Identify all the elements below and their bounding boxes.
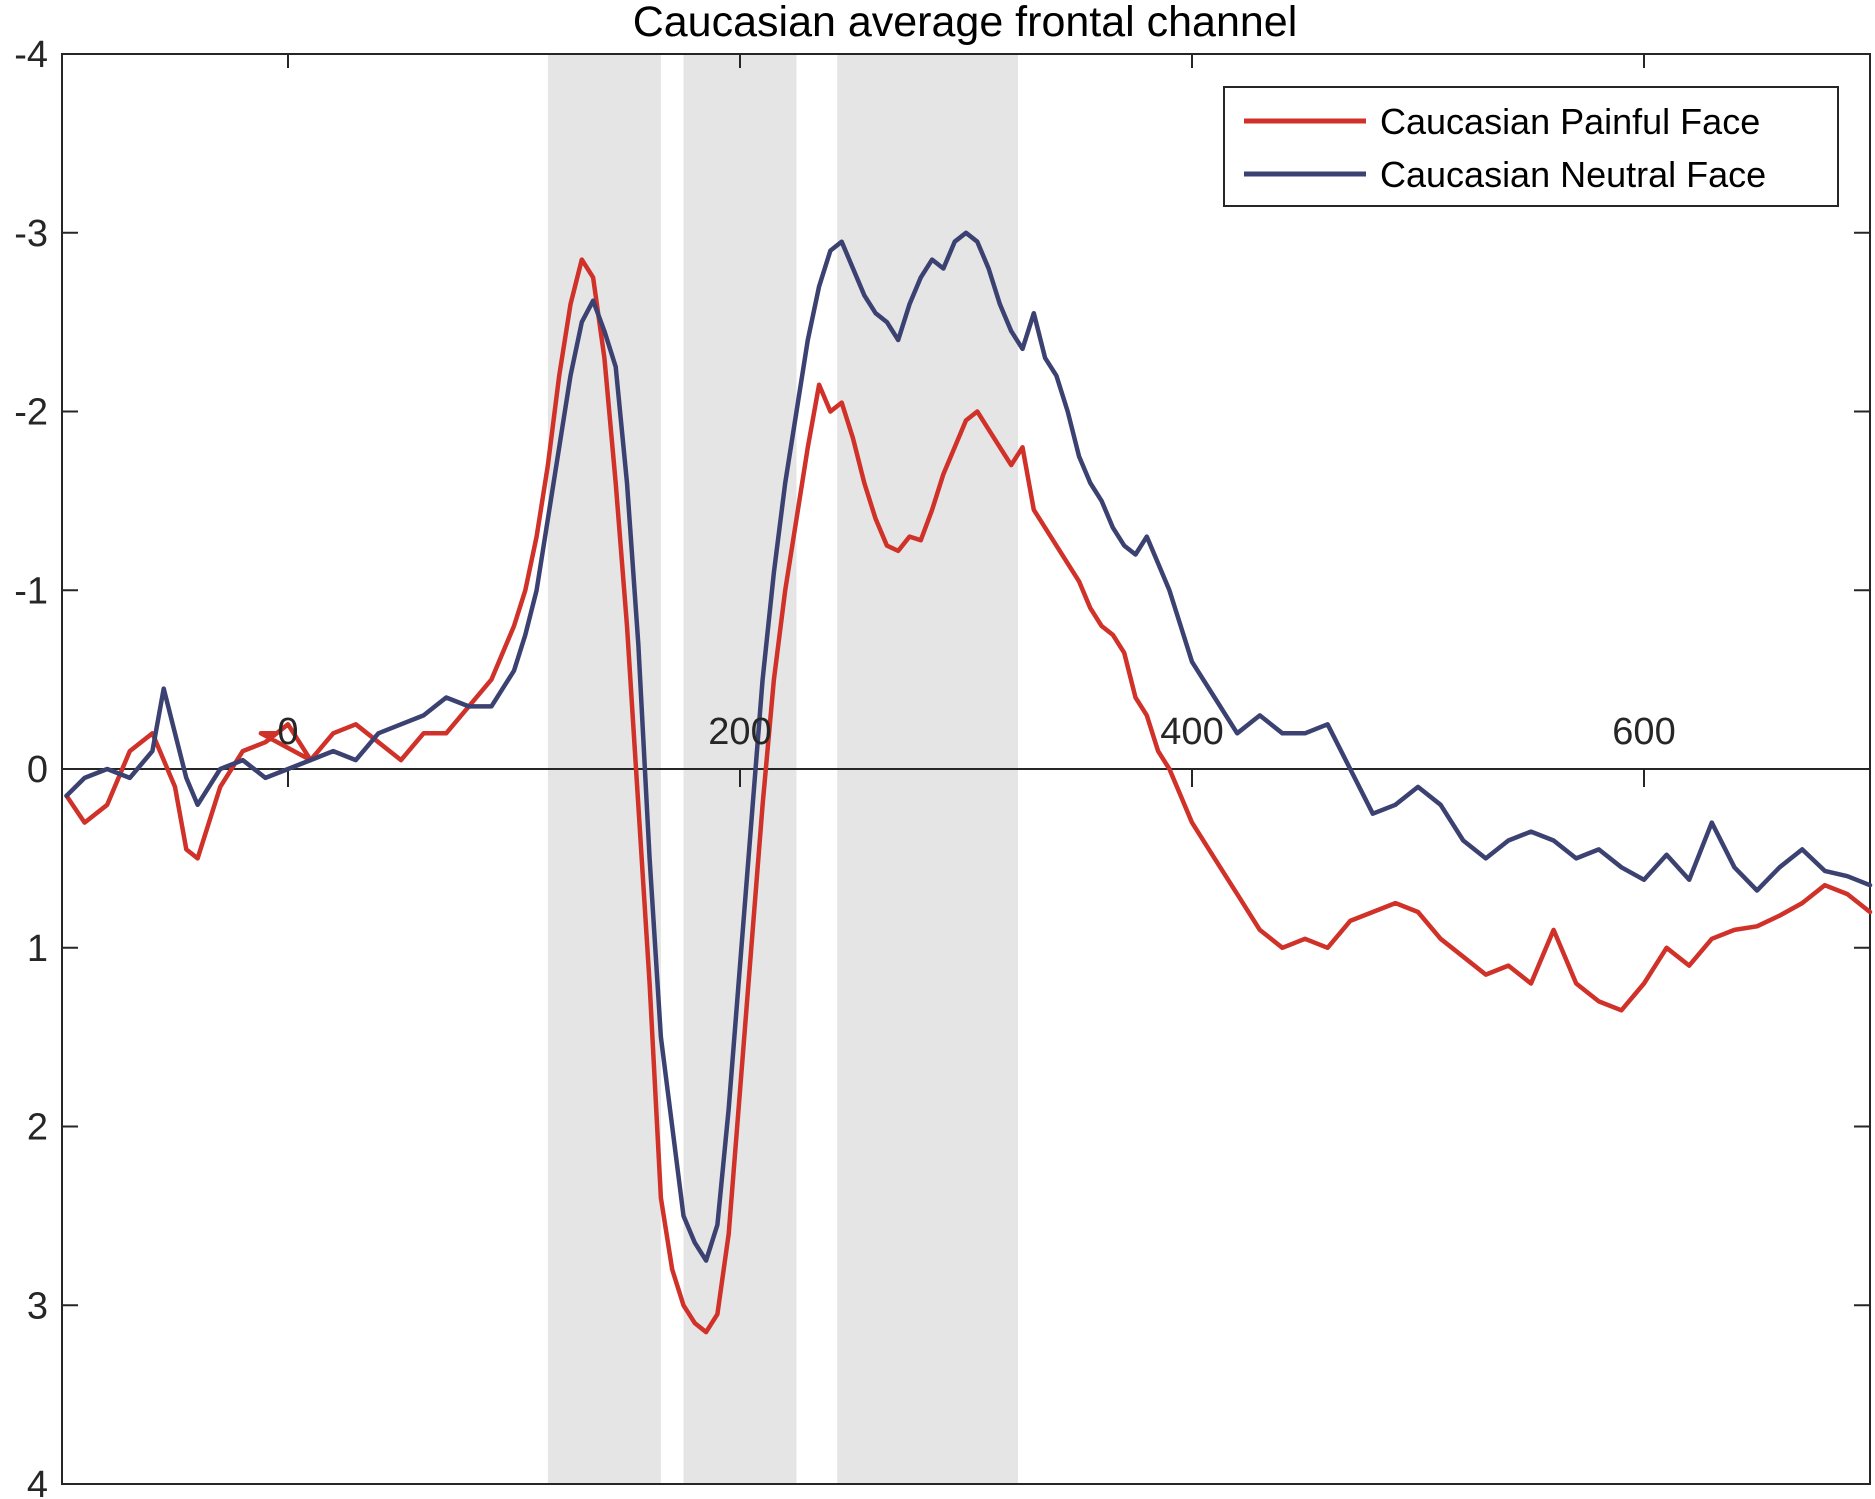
- x-tick-label-1: 200: [708, 711, 771, 753]
- legend-label-painful: Caucasian Painful Face: [1380, 101, 1760, 142]
- y-tick-label-0: -4: [14, 34, 48, 76]
- y-tick-label-6: 2: [27, 1107, 48, 1149]
- y-tick-label-8: 4: [27, 1464, 48, 1499]
- series-line-0: [64, 257, 1873, 1335]
- y-tick-label-5: 1: [27, 928, 48, 970]
- x-tick-label-0: 0: [277, 711, 298, 753]
- chart-title: Caucasian average frontal channel: [633, 0, 1298, 46]
- x-tick-label-2: 400: [1160, 711, 1223, 753]
- axes: [61, 53, 1871, 1485]
- tick-labels: -4 -3 -2 -1 0 1 2 3 4 0 200 400 600: [14, 34, 1676, 1499]
- series-line-1: [64, 230, 1873, 1263]
- legend-box: [1223, 86, 1839, 207]
- series-group: [64, 230, 1873, 1335]
- legend-label-neutral: Caucasian Neutral Face: [1380, 154, 1766, 195]
- y-tick-label-1: -3: [14, 213, 48, 255]
- y-tick-label-4: 0: [27, 749, 48, 791]
- y-tick-label-3: -1: [14, 570, 48, 612]
- x-tick-label-3: 600: [1612, 711, 1675, 753]
- y-tick-label-2: -2: [14, 392, 48, 434]
- y-tick-label-7: 3: [27, 1285, 48, 1327]
- legend: Caucasian Painful Face Caucasian Neutral…: [1223, 86, 1839, 207]
